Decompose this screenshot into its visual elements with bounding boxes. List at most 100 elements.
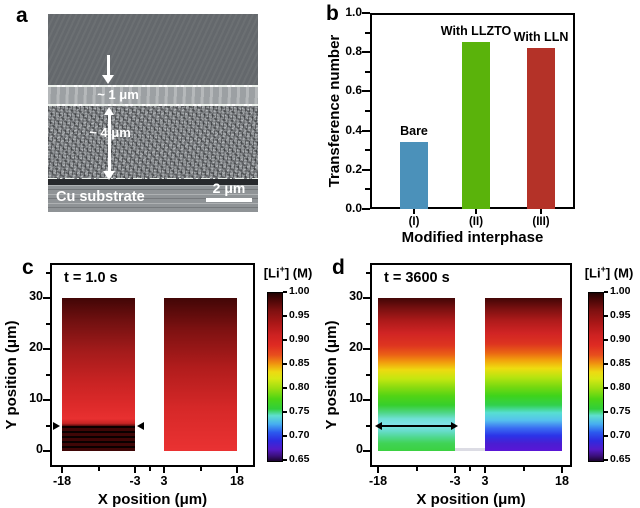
heatmap-d-xtick-minor (522, 467, 525, 471)
colorbar-c-tick-label: 0.80 (289, 381, 310, 393)
colorbar-d-tick-label: 0.80 (610, 381, 631, 393)
heatmap-c-ytick-minor (46, 271, 50, 274)
bar-with-llzto (462, 42, 490, 209)
colorbar-c-tick-label: 0.65 (289, 453, 310, 465)
heatmap-c-ytick-label: 0 (36, 442, 43, 456)
heatmap-c-xtick (134, 467, 136, 473)
heatmap-d-xtick (377, 467, 379, 473)
heatmap-c-ytick-minor (46, 373, 50, 376)
heatmap-d-ytick (363, 399, 370, 401)
colorbar-d-tick (604, 291, 608, 293)
heatmap-c-xtick-label: 18 (230, 474, 244, 488)
bar-bare (400, 142, 428, 209)
heatmap-d-xtick-minor (469, 467, 471, 471)
bar-chart-xtick-label: (II) (468, 216, 484, 228)
heatmap-d-ytick-minor (366, 373, 370, 376)
colorbar-c-tick (283, 339, 287, 341)
li-label-sup: + (600, 264, 606, 274)
heatmap-d-ytick-minor (366, 271, 370, 274)
colorbar-d-tick (604, 315, 608, 317)
bar-chart-ytick (362, 90, 370, 93)
heatmap-d-yaxis-title: Y position (μm) (323, 320, 340, 430)
heatmap-c-ytick-label: 30 (29, 289, 43, 303)
colorbar-c-tick (283, 363, 287, 365)
heatmap-c-left-arrow-icon (53, 421, 60, 430)
heatmap-c-column-right (164, 298, 237, 451)
colorbar-d-tick (604, 339, 608, 341)
colorbar-d-tick-label: 1.00 (610, 285, 631, 297)
colorbar-d-tick (604, 363, 608, 365)
colorbar-c-tick-label: 0.85 (289, 357, 310, 369)
heatmap-c-ytick (43, 297, 50, 299)
heatmap-c-xtick-label: -3 (129, 474, 141, 488)
heatmap-d-xtick-minor (415, 467, 418, 471)
heatmap-c-ytick (43, 399, 50, 401)
panel-c-label: c (22, 256, 34, 279)
bar-value-label: With LLN (513, 30, 569, 45)
heatmap-c-xtick (236, 467, 238, 473)
li-label-pre: [Li (584, 265, 601, 281)
heatmap-d-ytick-label: 30 (349, 289, 363, 303)
panel-d-label: d (332, 256, 345, 279)
colorbar-c-tick (283, 459, 287, 461)
bar-chart-xtick (540, 209, 542, 214)
heatmap-d-ytick-label: 10 (349, 391, 363, 405)
bar-chart-ytick (365, 188, 370, 191)
sem-upper-region (48, 14, 258, 85)
heatmap-c-xtick-minor (148, 467, 151, 471)
colorbar-d-tick (604, 411, 608, 413)
bar-chart-ytick (365, 70, 370, 73)
heatmap-c-xtick-minor (97, 467, 100, 471)
bar-chart-xaxis-title: Modified interphase (401, 229, 544, 246)
colorbar-d-tick-label: 0.70 (610, 429, 631, 441)
colorbar-d-tick (604, 459, 608, 461)
bar-chart-xtick-label: (III) (532, 216, 550, 228)
colorbar-c-tick-label: 0.90 (289, 333, 310, 345)
double-arrow-shaft-icon (108, 114, 111, 172)
double-arrow-up-icon (104, 107, 114, 115)
colorbar-c-tick (283, 411, 287, 413)
colorbar-c (267, 292, 283, 462)
heatmap-d-arrow-right-icon (451, 421, 458, 430)
heatmap-d-xtick-label: -3 (449, 474, 461, 488)
colorbar-c-title: [Li+] (M) (256, 264, 320, 281)
colorbar-d-tick-label: 0.95 (610, 309, 631, 321)
colorbar-d-tick-label: 0.75 (610, 405, 631, 417)
bar-value-label: With LLZTO (440, 24, 512, 39)
bar-chart-ytick (362, 51, 370, 54)
panel-a-label: a (16, 4, 28, 27)
heatmap-d-xtick (484, 467, 486, 473)
colorbar-c-tick-label: 0.95 (289, 309, 310, 321)
colorbar-d-title: [Li+] (M) (577, 264, 640, 281)
down-arrow-icon (107, 55, 110, 76)
heatmap-d-xtick-label: 18 (555, 474, 569, 488)
heatmap-d-ytick-label: 0 (356, 442, 363, 456)
li-label-sup: + (279, 264, 285, 274)
heatmap-c-ytick (43, 348, 50, 350)
colorbar-c-tick-label: 0.75 (289, 405, 310, 417)
sem-porous-layer (48, 106, 258, 179)
bar-value-label: Bare (400, 124, 428, 139)
colorbar-d-tick (604, 387, 608, 389)
heatmap-c-ytick-label: 10 (29, 391, 43, 405)
heatmap-c-xtick-minor (199, 467, 202, 471)
heatmap-c-time-label: t = 1.0 s (64, 270, 118, 286)
li-label-post: ] (M) (605, 265, 634, 281)
heatmap-c-xtick-label: -18 (52, 474, 72, 488)
bar-chart-ytick-label: 0.2 (345, 161, 362, 176)
heatmap-d-ytick (363, 348, 370, 350)
bar-chart-ytick-label: 0.0 (345, 201, 362, 215)
bar-chart-ytick (365, 149, 370, 152)
down-arrow-head-icon (102, 75, 114, 84)
colorbar-d-tick-label: 0.65 (610, 453, 631, 465)
heatmap-d-gap-strip (455, 448, 485, 451)
heatmap-d-arrow-line (382, 424, 451, 427)
bar-chart-ytick (362, 208, 370, 210)
colorbar-c-tick (283, 315, 287, 317)
layer2-thickness-label: ~ 4 μm (89, 125, 131, 140)
sem-micrograph: ~ 1 μm ~ 4 μm Cu substrate 2 μm (48, 14, 258, 212)
heatmap-c-xtick (163, 467, 165, 473)
scale-bar-label: 2 μm (212, 180, 246, 196)
heatmap-d-ytick-label: 20 (349, 340, 363, 354)
